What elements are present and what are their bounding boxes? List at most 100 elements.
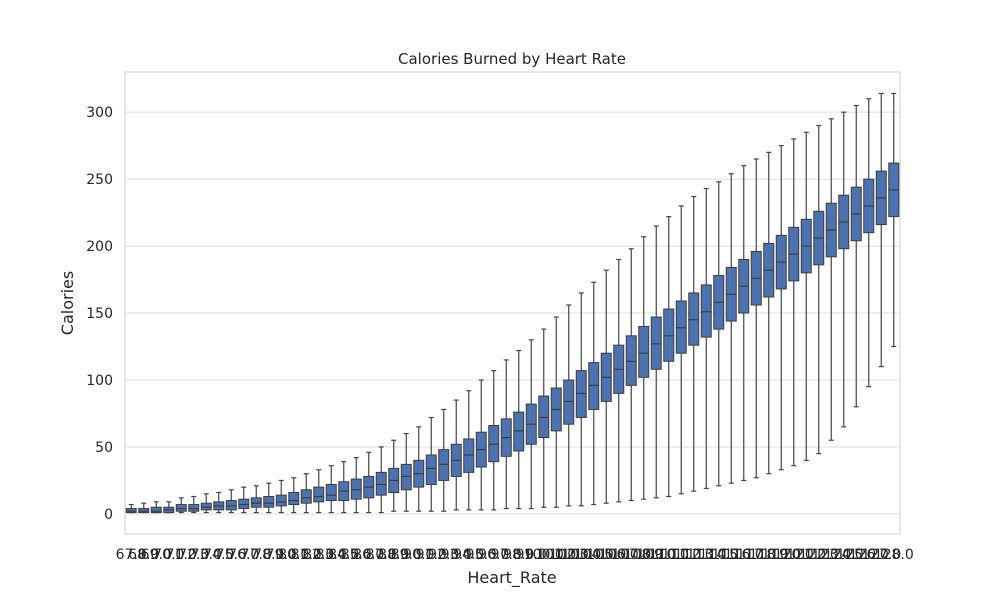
x-tick-label: 117.0 bbox=[736, 547, 776, 563]
x-tick-label: 97.0 bbox=[491, 547, 522, 563]
y-ticks: 0 50 100 150 200 250 300 bbox=[86, 105, 113, 523]
x-tick-label: 128.0 bbox=[874, 547, 914, 563]
x-axis-label: Heart_Rate bbox=[467, 568, 556, 588]
boxes bbox=[125, 92, 900, 514]
box bbox=[225, 500, 237, 511]
x-tick-label: 110.0 bbox=[649, 547, 689, 563]
box bbox=[563, 379, 575, 425]
x-tick-label: 78.0 bbox=[253, 547, 284, 563]
box bbox=[150, 506, 162, 514]
x-tick-label: 93.0 bbox=[441, 547, 472, 563]
y-tick-label: 250 bbox=[86, 172, 113, 188]
box bbox=[488, 425, 500, 463]
box bbox=[313, 486, 325, 503]
box bbox=[350, 478, 362, 500]
x-tick-label: 115.0 bbox=[711, 547, 751, 563]
x-tick-label: 111.0 bbox=[661, 547, 701, 563]
x-tick-label: 127.0 bbox=[861, 547, 901, 563]
x-tick-label: 118.0 bbox=[749, 547, 789, 563]
x-tick-label: 102.0 bbox=[549, 547, 589, 563]
box bbox=[688, 292, 700, 346]
x-tick-label: 92.0 bbox=[428, 547, 459, 563]
y-tick-label: 0 bbox=[104, 507, 113, 523]
x-tick-label: 125.0 bbox=[836, 547, 876, 563]
x-tick-label: 87.0 bbox=[366, 547, 397, 563]
x-tick-label: 76.0 bbox=[228, 547, 259, 563]
x-tick-label: 105.0 bbox=[586, 547, 626, 563]
x-tick-label: 91.0 bbox=[416, 547, 447, 563]
x-tick-label: 85.0 bbox=[341, 547, 372, 563]
gridlines bbox=[125, 111, 900, 515]
plot-area bbox=[124, 71, 901, 535]
box bbox=[700, 284, 712, 338]
box bbox=[513, 411, 525, 452]
x-tick-label: 100.0 bbox=[524, 547, 564, 563]
box bbox=[125, 508, 137, 514]
box bbox=[638, 325, 650, 378]
box bbox=[138, 508, 150, 514]
x-tick-label: 124.0 bbox=[824, 547, 864, 563]
x-tick-label: 74.0 bbox=[203, 547, 234, 563]
box bbox=[175, 504, 187, 512]
x-tick-label: 83.0 bbox=[316, 547, 347, 563]
x-tick-label: 68.0 bbox=[128, 547, 159, 563]
x-tick-label: 67.0 bbox=[116, 547, 147, 563]
box bbox=[625, 335, 637, 386]
box bbox=[538, 395, 550, 439]
x-tick-label: 106.0 bbox=[599, 547, 639, 563]
x-tick-label: 101.0 bbox=[536, 547, 576, 563]
x-tick-label: 112.0 bbox=[674, 547, 714, 563]
x-tick-label: 120.0 bbox=[774, 547, 814, 563]
box bbox=[263, 496, 275, 508]
x-tick-label: 75.0 bbox=[216, 547, 247, 563]
box bbox=[325, 483, 337, 502]
x-tick-label: 109.0 bbox=[636, 547, 676, 563]
box bbox=[375, 471, 387, 496]
x-tick-label: 81.0 bbox=[291, 547, 322, 563]
x-tick-label: 77.0 bbox=[241, 547, 272, 563]
y-tick-label: 50 bbox=[95, 440, 113, 456]
x-tick-label: 107.0 bbox=[611, 547, 651, 563]
x-tick-label: 114.0 bbox=[699, 547, 739, 563]
box bbox=[275, 494, 287, 507]
x-tick-label: 79.0 bbox=[266, 547, 297, 563]
box bbox=[438, 449, 450, 481]
box bbox=[200, 502, 212, 511]
box bbox=[300, 489, 312, 504]
x-tick-label: 108.0 bbox=[624, 547, 664, 563]
x-tick-label: 94.0 bbox=[453, 547, 484, 563]
box bbox=[575, 370, 587, 418]
box bbox=[425, 454, 437, 485]
box bbox=[675, 300, 687, 354]
x-tick-label: 103.0 bbox=[561, 547, 601, 563]
x-tick-label: 123.0 bbox=[811, 547, 851, 563]
x-tick-label: 96.0 bbox=[478, 547, 509, 563]
x-tick-label: 116.0 bbox=[724, 547, 764, 563]
x-tick-label: 73.0 bbox=[191, 547, 222, 563]
box bbox=[188, 504, 200, 512]
x-tick-label: 90.0 bbox=[403, 547, 434, 563]
chart-title: Calories Burned by Heart Rate bbox=[398, 50, 626, 68]
x-tick-label: 80.0 bbox=[278, 547, 309, 563]
x-tick-label: 126.0 bbox=[849, 547, 889, 563]
x-tick-label: 121.0 bbox=[786, 547, 826, 563]
x-tick-label: 82.0 bbox=[303, 547, 334, 563]
y-tick-label: 200 bbox=[86, 239, 113, 255]
x-tick-label: 98.0 bbox=[503, 547, 534, 563]
x-tick-label: 84.0 bbox=[328, 547, 359, 563]
x-tick-label: 70.0 bbox=[153, 547, 184, 563]
x-tick-label: 99.0 bbox=[516, 547, 547, 563]
box bbox=[250, 497, 262, 508]
x-tick-label: 86.0 bbox=[353, 547, 384, 563]
box bbox=[400, 463, 412, 491]
box bbox=[463, 438, 475, 473]
x-tick-label: 71.0 bbox=[166, 547, 197, 563]
box bbox=[588, 362, 600, 410]
box bbox=[663, 308, 675, 362]
x-tick-label: 122.0 bbox=[799, 547, 839, 563]
x-tick-label: 72.0 bbox=[178, 547, 209, 563]
x-tick-label: 89.0 bbox=[391, 547, 422, 563]
y-axis-label: Calories bbox=[58, 271, 77, 335]
x-tick-label: 95.0 bbox=[466, 547, 497, 563]
